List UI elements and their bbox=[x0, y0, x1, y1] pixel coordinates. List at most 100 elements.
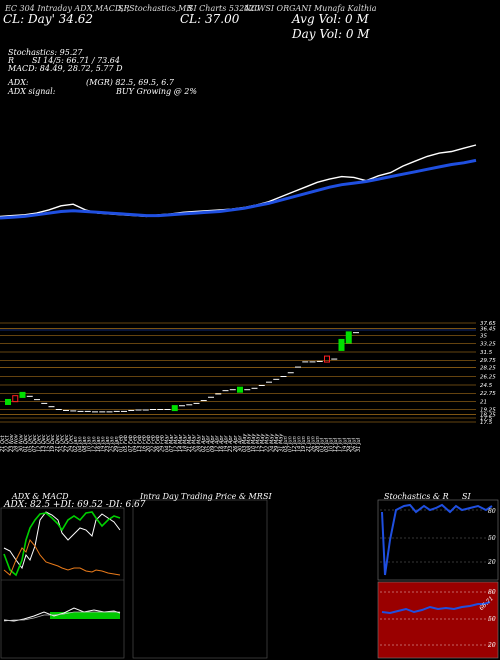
date-label: 26 Mar bbox=[192, 434, 198, 452]
day-close-label: CL: Day' 34.62 bbox=[3, 12, 94, 26]
date-label: 28 Mar bbox=[196, 434, 202, 452]
date-label: 23 Nov bbox=[9, 433, 15, 452]
date-label: 08 May bbox=[247, 433, 253, 452]
plus-di-line bbox=[3, 511, 121, 577]
date-label: 03 May bbox=[242, 433, 248, 452]
date-label: 19 Apr bbox=[224, 434, 230, 452]
candlestick-chart bbox=[5, 331, 359, 413]
candle-up bbox=[237, 386, 243, 393]
stoch-tick-20: 20 bbox=[488, 559, 496, 566]
price-tick-label: 26.25 bbox=[480, 375, 496, 381]
intraday-panel bbox=[132, 499, 268, 659]
price-tick-label: 24.5 bbox=[480, 383, 493, 389]
date-label: 16 Feb bbox=[142, 435, 148, 452]
date-label: 24 Jul bbox=[347, 437, 353, 452]
date-label: 16 Apr bbox=[219, 434, 225, 452]
date-label: 15 May bbox=[256, 433, 262, 452]
candle-up bbox=[19, 391, 26, 398]
date-label: 18 Mar bbox=[183, 434, 189, 452]
date-label: 12 Jan bbox=[91, 436, 97, 452]
rsi-tick-20: 20 bbox=[488, 642, 496, 649]
date-label: 05 Dec bbox=[27, 434, 33, 452]
price-line bbox=[0, 144, 477, 218]
date-label: 04 Mar bbox=[164, 434, 170, 452]
date-label: 07 Jun bbox=[288, 436, 294, 452]
date-label: 02 Jan bbox=[73, 436, 79, 452]
price-tick-label: 37.65 bbox=[480, 321, 496, 327]
stoch-title: Stochastics & R bbox=[384, 492, 449, 501]
stoch-title-suffix: SI bbox=[462, 492, 471, 501]
date-label: 19 Jun bbox=[301, 436, 307, 452]
price-tick-label: 28.25 bbox=[480, 365, 496, 371]
date-label: 31 May bbox=[278, 433, 284, 452]
date-label: 15 Dec bbox=[46, 434, 52, 452]
price-tick-label: 19.25 bbox=[480, 408, 496, 414]
date-label: 21 Oct bbox=[0, 434, 6, 452]
date-label: 26 Jun bbox=[310, 436, 316, 452]
price-level-lines bbox=[0, 322, 476, 423]
day-vol-label: Day Vol: 0 M bbox=[292, 27, 370, 41]
date-label: 22 Oct bbox=[5, 434, 11, 452]
date-label: 02 Apr bbox=[201, 434, 207, 452]
date-label: 30 Nov bbox=[18, 433, 24, 452]
price-tick-label: 17.5 bbox=[480, 416, 493, 422]
adx-legend: ADX: 82.5 +DI: 69.52 -DI: 6.67 bbox=[4, 500, 146, 510]
price-tick-label: 17.5 bbox=[480, 420, 493, 426]
adx-label: ADX: bbox=[8, 78, 29, 87]
date-label: 10 May bbox=[251, 433, 257, 452]
date-label: 13 Feb bbox=[137, 435, 143, 452]
stochastics-readout: Stochastics: 95.27 bbox=[8, 48, 83, 57]
date-label: 31 Jul bbox=[356, 437, 362, 452]
date-label: 17 May bbox=[260, 433, 266, 452]
rsi-readout: SI 14/5: 66.71 / 73.64 bbox=[32, 56, 120, 65]
stoch-tick-50: 50 bbox=[488, 535, 496, 542]
date-label: 04 Jan bbox=[78, 436, 84, 452]
date-label: 12 Dec bbox=[37, 434, 43, 452]
adx-macd-title: ADX & MACD bbox=[12, 492, 69, 501]
date-label: 30 Apr bbox=[237, 434, 243, 452]
date-label: 26 Apr bbox=[233, 434, 239, 452]
candle-up bbox=[338, 338, 345, 351]
stochastics-line bbox=[381, 503, 493, 576]
date-label: 09 Apr bbox=[210, 434, 216, 452]
date-label: 05 Feb bbox=[123, 435, 129, 452]
moving-average-line bbox=[0, 158, 477, 220]
date-label: 14 Jun bbox=[297, 436, 303, 452]
buy-signal-text: BUY Growing @ 2% bbox=[116, 87, 197, 96]
date-label: 23 Apr bbox=[228, 434, 234, 452]
close-label: CL: 37.00 bbox=[180, 12, 240, 26]
candle-up bbox=[5, 398, 11, 405]
adx-macd-panel bbox=[0, 507, 125, 659]
date-label: 07 Feb bbox=[128, 435, 134, 452]
price-tick-label: 29.75 bbox=[480, 358, 496, 364]
date-label: 16 Jan bbox=[96, 436, 102, 452]
date-label: 05 Apr bbox=[205, 434, 211, 452]
macd-signal-line bbox=[3, 611, 120, 622]
rsi-tick-80: 80 bbox=[488, 589, 496, 596]
date-label: 28 Jun bbox=[315, 436, 321, 452]
date-label: 05 Jun bbox=[283, 436, 289, 452]
adx-signal-label: ADX signal: bbox=[8, 87, 56, 96]
date-label: 20 Feb bbox=[146, 435, 152, 452]
date-label: 19 Jul bbox=[342, 437, 348, 452]
date-label: 21 Jun bbox=[306, 436, 312, 452]
intraday-title-suffix: SI bbox=[263, 492, 272, 501]
date-label: 07 Mar bbox=[169, 434, 175, 452]
candle-up bbox=[345, 331, 352, 344]
date-label: 17 Jul bbox=[338, 437, 344, 452]
date-label: 19 Dec bbox=[50, 434, 56, 452]
date-label: 21 Mar bbox=[187, 434, 193, 452]
date-label: 01 Dec bbox=[23, 434, 29, 452]
date-label: 27 Dec bbox=[64, 434, 70, 452]
date-label: 23 Jan bbox=[105, 436, 111, 452]
date-label: 12 Apr bbox=[215, 434, 221, 452]
date-label: 24 May bbox=[269, 433, 275, 452]
price-tick-label: 18.25 bbox=[480, 412, 496, 418]
adx-values: (MGR) 82.5, 69.5, 6.7 bbox=[86, 78, 174, 87]
date-label: 07 Dec bbox=[32, 434, 38, 452]
date-label: 12 Mar bbox=[173, 434, 179, 452]
date-label: 01 Feb bbox=[119, 435, 125, 452]
minus-di-line bbox=[3, 538, 121, 576]
macd-histogram bbox=[50, 612, 120, 619]
